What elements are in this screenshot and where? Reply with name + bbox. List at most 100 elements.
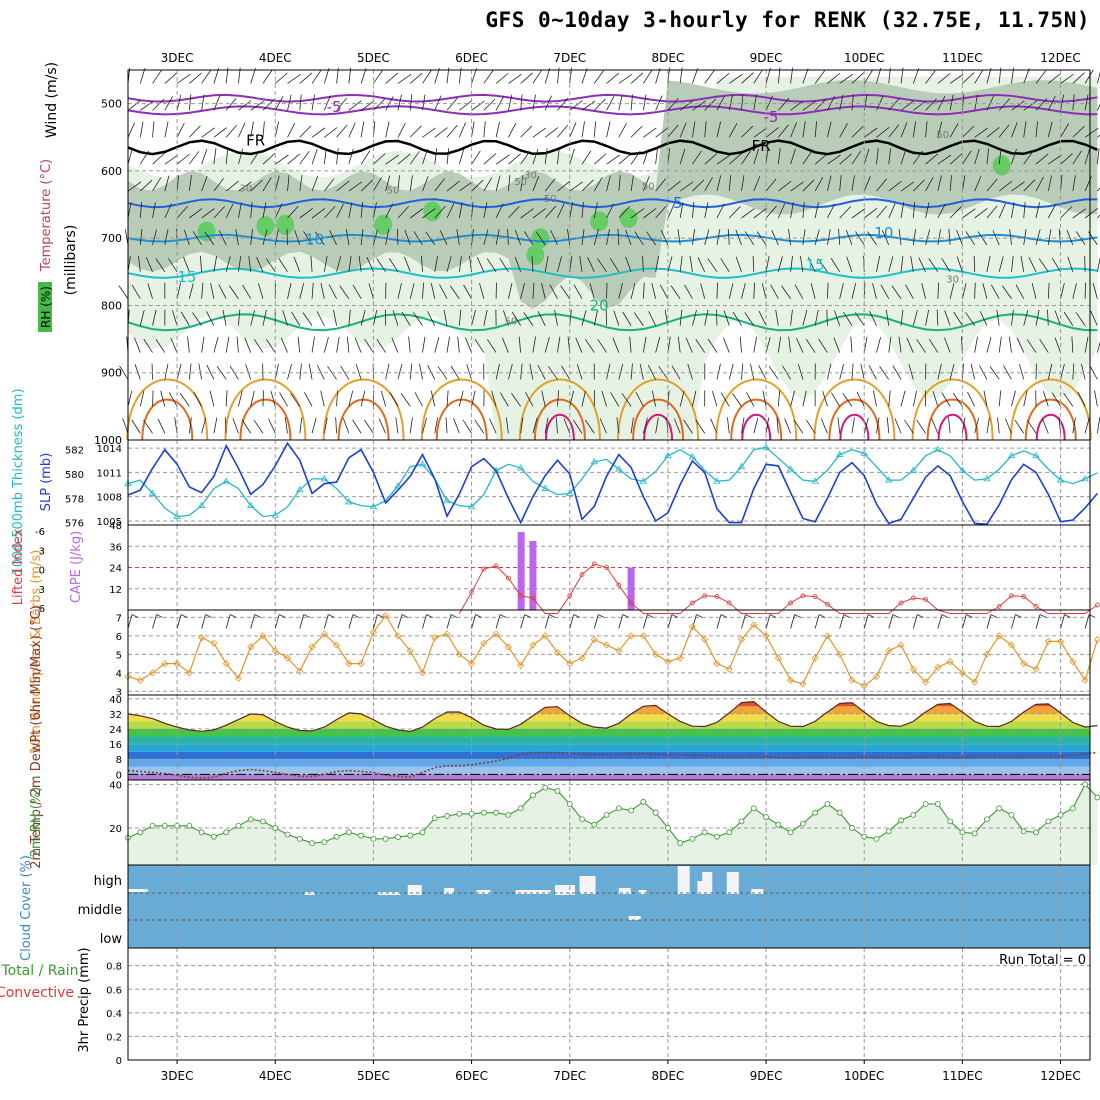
wind-barb <box>683 419 693 434</box>
wind-barb <box>201 148 208 165</box>
wind-barb <box>1035 229 1041 246</box>
wind-barb <box>404 256 411 272</box>
ylabel-cape: CAPE (J/kg) <box>69 531 84 603</box>
wind-speed-marker <box>283 654 292 662</box>
wind-barb <box>998 181 1013 192</box>
isotherm-25 <box>1009 378 1092 441</box>
wind-barb <box>876 148 879 165</box>
wind-barb <box>265 258 276 273</box>
wind-barb <box>409 283 415 299</box>
wind-barb <box>235 229 239 245</box>
wind-barb <box>974 148 980 165</box>
wind-barb <box>777 203 786 219</box>
wind-barb <box>1063 311 1074 326</box>
wind-barb <box>250 310 256 326</box>
wind-barb <box>311 148 318 165</box>
wind-barb <box>549 284 558 299</box>
wind-barb <box>692 68 699 84</box>
wind-barb <box>986 336 992 353</box>
wind-barb <box>1014 419 1025 434</box>
wind-barb <box>250 390 255 407</box>
wind-barb <box>793 419 804 434</box>
surface-wind-barb <box>765 614 771 629</box>
wind-barb <box>937 203 946 219</box>
wind-barb <box>720 258 730 273</box>
wind-barb <box>168 258 178 273</box>
wind-barb <box>826 309 828 326</box>
wind-barb <box>606 175 611 192</box>
wind-barb <box>695 419 706 434</box>
rh2m-marker <box>382 835 389 842</box>
wind-barb <box>948 228 951 245</box>
wind-barb <box>863 148 870 165</box>
wind-barb <box>639 363 644 380</box>
wind-barb <box>532 208 546 219</box>
wind-barb <box>139 121 144 138</box>
wind-barb <box>360 202 363 219</box>
wind-barb <box>581 228 585 245</box>
wind-barb <box>541 390 546 407</box>
wind-barb <box>1063 392 1074 407</box>
slp-tick-label: 1011 <box>97 468 122 479</box>
wind-barb <box>434 178 445 192</box>
wind-barb <box>1097 187 1100 192</box>
x-date-label-bottom: 10DEC <box>844 1069 884 1083</box>
cloud-block <box>702 872 713 894</box>
wind-barb <box>198 363 203 380</box>
wind-barb <box>471 150 481 165</box>
wind-barb <box>839 73 854 84</box>
wind-barb <box>385 229 390 245</box>
wind-barb <box>918 257 926 272</box>
wind-barb <box>213 148 217 165</box>
thickness-marker <box>1081 475 1089 482</box>
wind-barb <box>348 148 354 165</box>
wind-barb <box>642 417 648 434</box>
cloud-block <box>628 916 641 920</box>
wind-barb <box>900 100 915 111</box>
rh-green-patch <box>374 214 393 235</box>
wind-barb <box>373 98 386 111</box>
wind-barb <box>474 419 485 434</box>
wind-barb <box>222 309 227 326</box>
wind-barb <box>931 418 939 434</box>
wind-barb <box>529 363 534 380</box>
rh-contour-label: 30 <box>239 184 252 195</box>
wind-speed-marker <box>885 647 893 655</box>
wind-barb <box>511 311 521 326</box>
wind-barb <box>925 309 930 326</box>
wind-barb <box>170 337 178 353</box>
wind-barb <box>925 70 936 84</box>
wind-barb <box>587 257 595 272</box>
wind-barb <box>925 202 930 219</box>
ylabel-rh: RH (%) <box>39 286 53 328</box>
wind-barb <box>593 309 598 326</box>
wind-barb <box>593 177 603 192</box>
wind-tick-label: 5 <box>116 650 122 661</box>
wind-barb <box>127 122 136 138</box>
wind-barb <box>544 205 557 219</box>
wind-barb <box>790 255 793 272</box>
wind-barb <box>360 121 365 138</box>
wind-barb <box>1060 206 1073 219</box>
li-marker <box>714 594 720 599</box>
wind-barb <box>960 336 963 353</box>
wind-barb <box>606 229 610 245</box>
wind-barb <box>139 390 145 407</box>
wind-barb <box>1051 392 1061 407</box>
wind-barb <box>532 69 543 84</box>
wind-barb <box>287 122 296 138</box>
wind-barb <box>679 390 685 407</box>
wind-barb <box>684 284 693 299</box>
wind-barb <box>1090 310 1098 326</box>
wind-barb <box>888 124 900 138</box>
wind-barb <box>998 148 1002 165</box>
wind-barb <box>458 255 462 272</box>
wind-barb <box>187 336 190 353</box>
wind-barb <box>336 97 348 111</box>
cloud-level-label: high <box>94 874 122 889</box>
wind-barb <box>508 206 520 219</box>
wind-barb <box>287 153 301 165</box>
wind-barb <box>557 390 560 407</box>
wind-barb <box>164 363 169 380</box>
li-marker <box>628 600 634 606</box>
